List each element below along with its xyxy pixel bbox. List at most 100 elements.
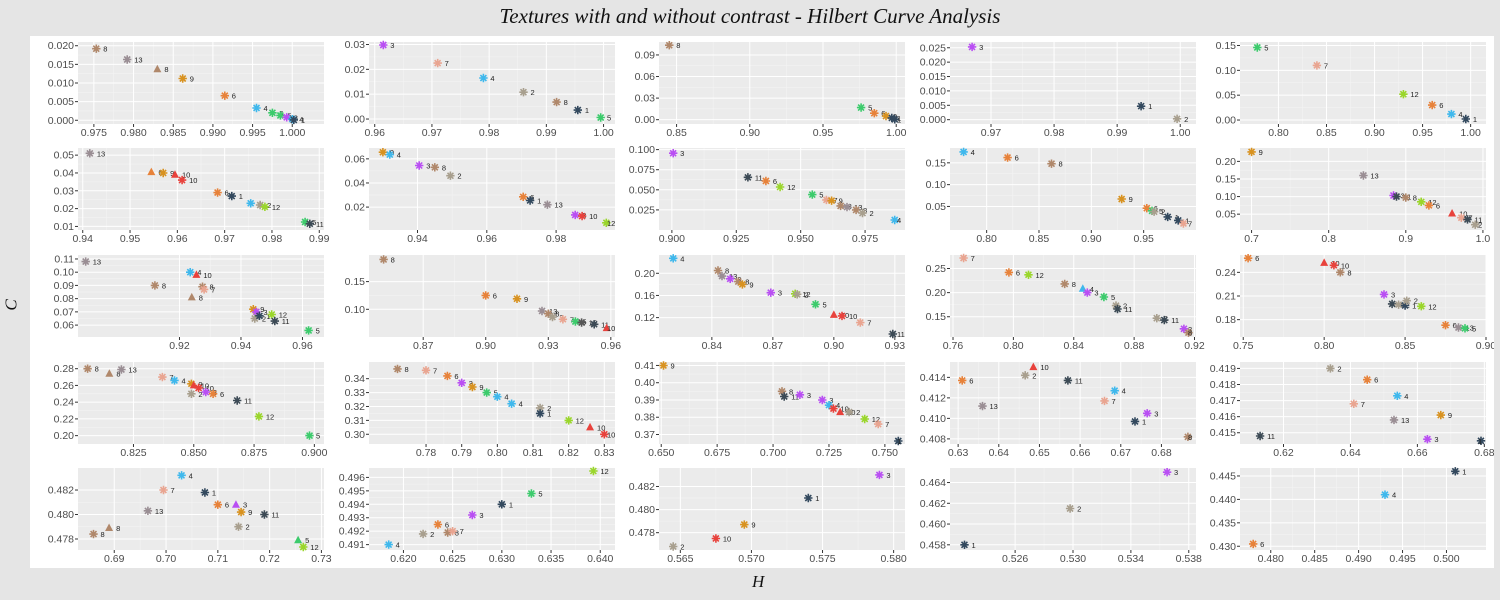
data-point	[446, 171, 455, 180]
data-point	[384, 540, 393, 549]
x-tick-label: 0.66	[1070, 447, 1091, 459]
panel-background	[659, 468, 905, 550]
x-tick-label: 0.80	[1314, 340, 1335, 352]
point-label: 12	[576, 416, 584, 425]
point-label: 13	[549, 307, 557, 316]
y-tick-label: 0.30	[345, 429, 366, 441]
point-label: 7	[170, 486, 174, 495]
panel-background	[369, 362, 615, 444]
point-label: 7	[433, 366, 437, 375]
data-point	[305, 219, 314, 228]
x-tick-label: 0.925	[723, 233, 749, 245]
data-point	[1448, 208, 1457, 217]
y-tick-label: 0.015	[48, 59, 74, 71]
data-point	[1399, 90, 1408, 99]
point-label: 3	[1400, 192, 1404, 201]
point-label: 3	[886, 471, 890, 480]
point-label: 6	[1439, 101, 1443, 110]
data-point	[959, 147, 968, 157]
data-point	[187, 292, 196, 301]
point-label: 3	[1434, 435, 1438, 444]
point-label: 9	[170, 169, 174, 178]
point-label: 4	[504, 393, 508, 402]
point-label: 8	[116, 370, 120, 379]
data-point	[1113, 304, 1122, 314]
point-label: 13	[1370, 171, 1378, 180]
data-point	[153, 64, 162, 73]
point-label: 3	[243, 501, 247, 510]
panel-background	[369, 468, 615, 550]
point-label: 5	[1264, 43, 1268, 52]
x-tick-label: 0.71	[208, 553, 229, 565]
x-tick-label: 0.500	[1433, 553, 1459, 565]
point-label: 5	[538, 490, 542, 499]
x-tick-label: 0.98	[479, 127, 500, 139]
point-label: 11	[1474, 215, 1482, 224]
data-point	[1149, 207, 1159, 216]
y-tick-label: 0.419	[1210, 363, 1236, 375]
data-point	[535, 409, 545, 418]
point-label: 4	[1090, 285, 1094, 294]
data-point	[544, 309, 553, 318]
y-tick-label: 0.00	[1216, 115, 1237, 127]
x-tick-label: 0.990	[200, 127, 226, 139]
x-tick-label: 0.85	[666, 127, 687, 139]
x-tick-label: 0.485	[1302, 553, 1328, 565]
data-point	[213, 188, 222, 197]
point-label: 11	[1125, 305, 1133, 314]
point-label: 4	[299, 115, 303, 124]
point-label: 13	[554, 201, 562, 210]
data-point	[186, 268, 195, 277]
point-label: 2	[1077, 504, 1081, 513]
point-label: 1	[212, 488, 216, 497]
data-point	[267, 310, 276, 319]
data-point	[379, 255, 388, 264]
data-point	[761, 176, 771, 186]
x-tick-label: 0.62	[1273, 447, 1294, 459]
point-label: 5	[316, 432, 320, 441]
data-point	[105, 523, 114, 531]
data-point	[1387, 299, 1397, 309]
x-tick-label: 0.97	[422, 127, 443, 139]
point-label: 1	[585, 106, 589, 115]
x-tick-label: 0.95	[813, 127, 834, 139]
y-tick-label: 0.05	[926, 201, 947, 213]
point-label: 10	[723, 534, 731, 543]
y-tick-label: 0.10	[345, 304, 366, 316]
point-label: 8	[1188, 433, 1192, 442]
point-label: 2	[267, 201, 271, 210]
y-tick-label: 0.15	[1216, 40, 1237, 52]
facet-panel: 0.94 0.95 0.96 0.97 0.98 0.99 0.01 0.02 0.03 0.04…	[54, 148, 330, 245]
point-label: 8	[116, 524, 120, 533]
y-tick-label: 0.493	[339, 512, 365, 524]
data-point	[1249, 539, 1258, 549]
y-tick-label: 0.02	[345, 202, 366, 214]
data-point	[433, 58, 442, 68]
point-label: 13	[97, 149, 105, 158]
x-tick-label: 0.850	[181, 447, 207, 459]
point-label: 4	[197, 268, 201, 277]
point-label: 2	[1123, 302, 1127, 311]
data-point	[844, 407, 854, 417]
data-point	[589, 466, 598, 476]
x-tick-label: 0.98	[262, 233, 283, 245]
y-tick-label: 0.39	[635, 394, 656, 406]
point-label: 3	[479, 511, 483, 520]
point-label: 5	[1472, 324, 1476, 333]
data-point	[1436, 410, 1445, 420]
y-tick-label: 0.07	[54, 306, 75, 318]
point-label: 13	[134, 56, 142, 65]
x-axis-label: H	[752, 572, 765, 591]
y-tick-label: 0.458	[920, 539, 946, 551]
y-tick-label: 0.10	[1216, 191, 1237, 203]
data-point	[537, 306, 547, 316]
data-point	[795, 390, 805, 399]
point-label: 4	[519, 400, 523, 409]
point-label: 9	[1259, 148, 1263, 157]
x-tick-label: 0.72	[259, 553, 280, 565]
point-label: 13	[1401, 416, 1409, 425]
y-tick-label: 0.03	[54, 185, 75, 197]
